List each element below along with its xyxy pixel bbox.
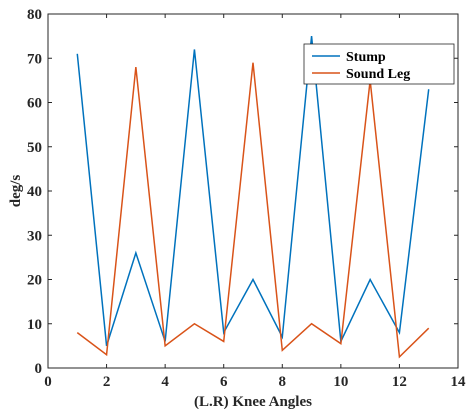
legend-label-stump: Stump: [346, 50, 386, 65]
x-tick-label: 8: [279, 374, 287, 390]
y-tick-label: 40: [27, 184, 42, 200]
x-tick-label: 14: [451, 374, 467, 390]
legend-label-sound-leg: Sound Leg: [346, 67, 410, 82]
y-tick-label: 30: [27, 228, 42, 244]
x-tick-label: 6: [220, 374, 228, 390]
x-tick-label: 0: [44, 374, 52, 390]
x-tick-label: 2: [103, 374, 111, 390]
y-axis-label: deg/s: [8, 175, 24, 208]
y-tick-label: 0: [35, 361, 43, 377]
y-tick-label: 20: [27, 273, 42, 289]
y-tick-label: 10: [27, 317, 42, 333]
y-tick-label: 80: [27, 7, 42, 23]
series-line-stump: [76, 36, 430, 347]
y-tick-label: 70: [27, 51, 42, 67]
x-axis-label: (L.R) Knee Angles: [194, 394, 312, 410]
x-tick-label: 4: [161, 374, 169, 390]
y-tick-label: 60: [27, 96, 42, 112]
legend: Stump Sound Leg: [303, 43, 455, 85]
x-tick-label: 10: [333, 374, 348, 390]
x-tick-label: 12: [392, 374, 407, 390]
legend-box: [303, 43, 455, 85]
y-tick-label: 50: [27, 140, 42, 156]
ticks-layer: 0 2 4 6 8 10 12 14 0 10 20 30 40 50 60 70 80: [27, 7, 466, 390]
